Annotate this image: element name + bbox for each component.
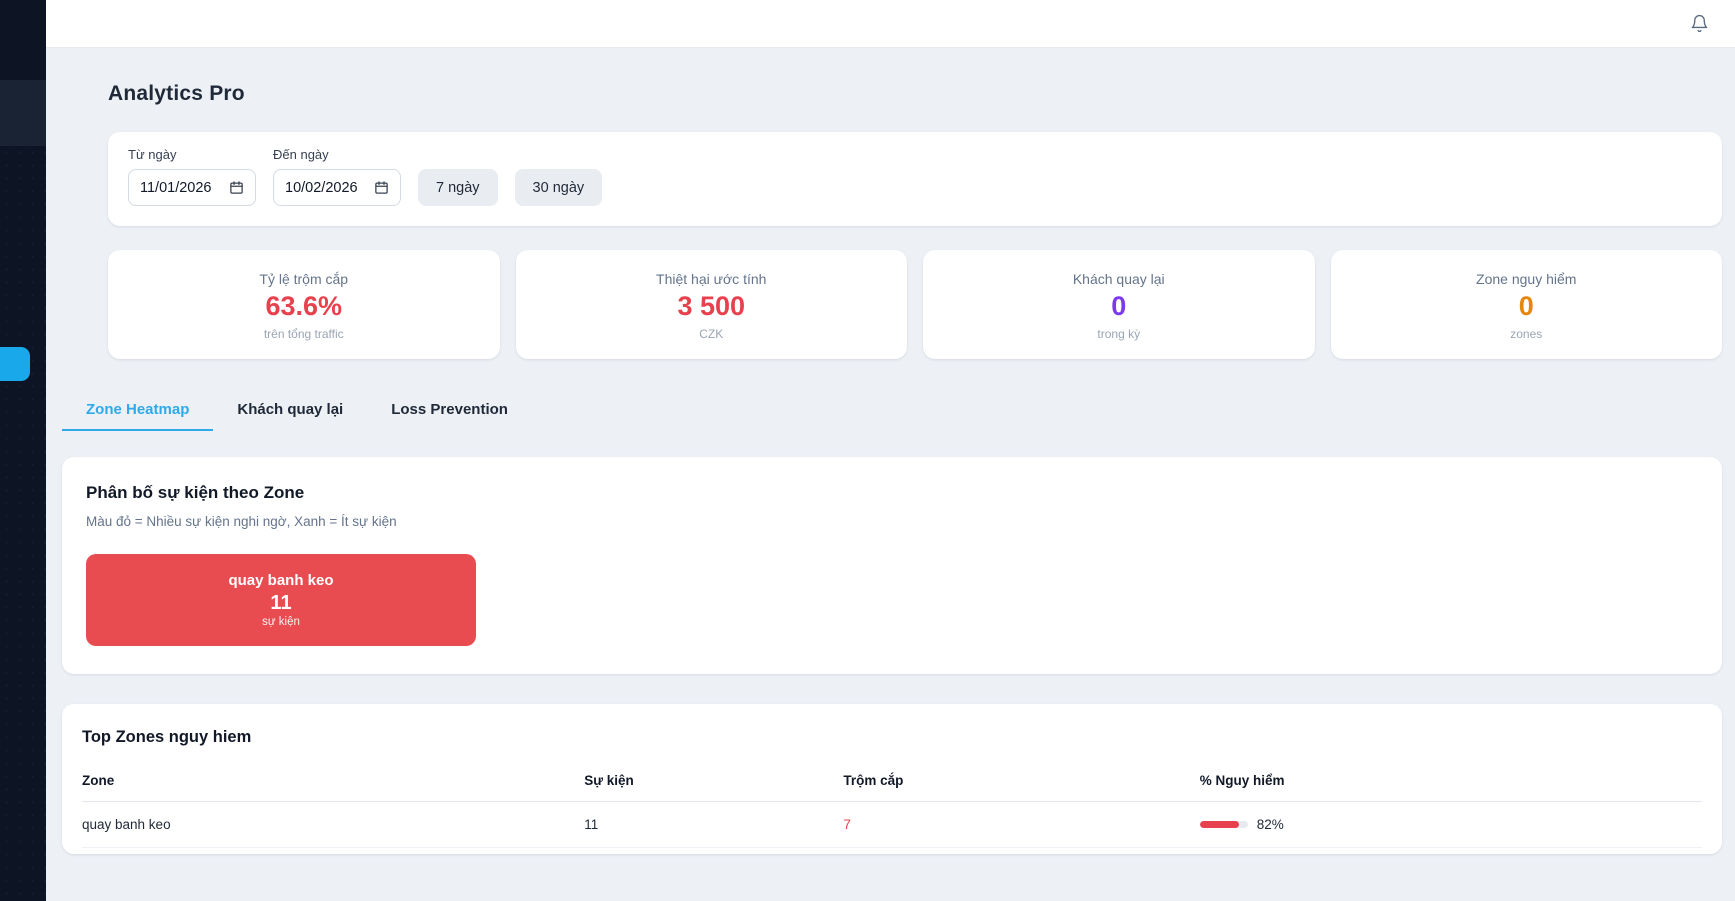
to-date-field: Đến ngày 10/02/2026 <box>273 147 401 206</box>
stat-label: Zone nguy hiểm <box>1476 271 1577 287</box>
stat-value: 3 500 <box>677 291 746 321</box>
sidebar-item-highlight[interactable] <box>0 80 46 146</box>
zone-tile-count: 11 <box>270 591 292 614</box>
date-filter-card: Từ ngày 11/01/2026 Đến ngày 10/02/2026 <box>108 132 1722 226</box>
risk-percent-label: 82% <box>1256 816 1284 832</box>
tab-loss-prevention[interactable]: Loss Prevention <box>391 400 508 418</box>
stat-label: Thiệt hại ước tính <box>656 271 767 287</box>
cell-risk: 82% <box>1199 801 1702 848</box>
tab-zone-heatmap[interactable]: Zone Heatmap <box>62 392 214 431</box>
top-bar <box>46 0 1735 48</box>
risk-progress-track <box>1199 820 1248 828</box>
stat-card-danger-zones: Zone nguy hiểm 0 zones <box>1330 250 1722 359</box>
main-area: Analytics Pro Từ ngày 11/01/2026 Đến ngà… <box>46 0 1735 901</box>
range-7-days-button[interactable]: 7 ngày <box>418 169 498 206</box>
calendar-icon[interactable] <box>229 180 244 195</box>
stat-sublabel: zones <box>1510 326 1543 341</box>
from-date-label: Từ ngày <box>128 147 177 162</box>
from-date-field: Từ ngày 11/01/2026 <box>128 147 256 206</box>
cell-zone-name: quay banh keo <box>82 801 585 848</box>
tab-returning-customers[interactable]: Khách quay lại <box>237 400 344 418</box>
zone-tile[interactable]: quay banh keo 11 sự kiện <box>86 553 476 646</box>
to-date-value: 10/02/2026 <box>285 179 358 196</box>
top-zones-table: Zone Sự kiện Trộm cắp % Nguy hiểm quay b… <box>82 764 1702 848</box>
top-zones-card: Top Zones nguy hiem Zone Sự kiện Trộm cắ… <box>62 703 1722 854</box>
stat-card-returning-customers: Khách quay lại 0 trong kỳ <box>923 250 1315 359</box>
to-date-label: Đến ngày <box>273 147 329 162</box>
table-row[interactable]: quay banh keo 11 7 82% <box>82 801 1702 848</box>
col-header-events: Sự kiện <box>584 764 844 802</box>
col-header-risk: % Nguy hiểm <box>1199 764 1702 802</box>
cell-thefts: 7 <box>843 801 1200 848</box>
table-header-row: Zone Sự kiện Trộm cắp % Nguy hiểm <box>82 764 1702 802</box>
col-header-zone: Zone <box>82 764 585 802</box>
range-30-days-button[interactable]: 30 ngày <box>514 169 603 206</box>
risk-progress-fill <box>1199 820 1240 828</box>
stat-label: Khách quay lại <box>1072 271 1165 287</box>
cell-events: 11 <box>584 801 844 848</box>
zone-heatmap-card: Phân bố sự kiện theo Zone Màu đỏ = Nhiều… <box>62 456 1722 674</box>
tab-bar: Zone Heatmap Khách quay lại Loss Prevent… <box>62 392 1722 431</box>
page-title: Analytics Pro <box>108 82 245 105</box>
zone-tiles: quay banh keo 11 sự kiện <box>86 553 1698 646</box>
stats-row: Tỷ lệ trộm cắp 63.6% trên tổng traffic T… <box>108 250 1722 359</box>
stat-label: Tỷ lệ trộm cắp <box>259 271 349 287</box>
from-date-value: 11/01/2026 <box>140 179 212 196</box>
stat-value: 63.6% <box>265 291 343 321</box>
to-date-input[interactable]: 10/02/2026 <box>273 169 401 206</box>
top-zones-title: Top Zones nguy hiem <box>82 727 252 746</box>
stat-value: 0 <box>1518 291 1534 321</box>
stat-sublabel: CZK <box>699 326 724 341</box>
notification-bell-icon[interactable] <box>1690 14 1709 33</box>
calendar-icon[interactable] <box>374 180 389 195</box>
zone-tile-name: quay banh keo <box>228 571 334 589</box>
stat-card-estimated-loss: Thiệt hại ước tính 3 500 CZK <box>515 250 907 359</box>
zone-tile-unit: sự kiện <box>262 615 300 628</box>
stat-sublabel: trong kỳ <box>1097 326 1141 341</box>
stat-value: 0 <box>1111 291 1127 321</box>
col-header-thefts: Trộm cắp <box>843 764 1200 802</box>
page-content: Analytics Pro Từ ngày 11/01/2026 Đến ngà… <box>46 48 1735 854</box>
sidebar-active-indicator[interactable] <box>0 347 30 381</box>
stat-card-theft-rate: Tỷ lệ trộm cắp 63.6% trên tổng traffic <box>108 250 500 359</box>
sidebar <box>0 0 46 901</box>
stat-sublabel: trên tổng traffic <box>263 326 344 341</box>
from-date-input[interactable]: 11/01/2026 <box>128 169 256 206</box>
heatmap-legend: Màu đỏ = Nhiều sự kiện nghi ngờ, Xanh = … <box>86 513 397 529</box>
heatmap-title: Phân bố sự kiện theo Zone <box>86 482 305 502</box>
